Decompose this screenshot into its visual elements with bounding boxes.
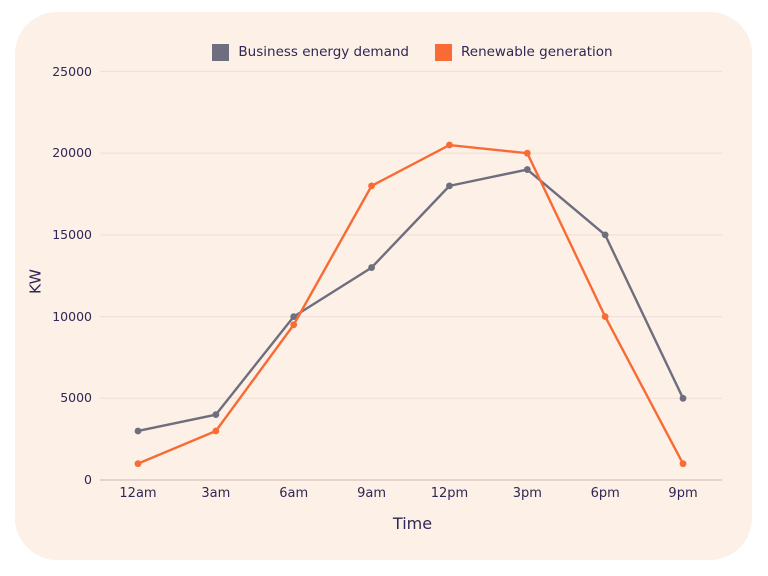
x-tick-3pm: 3pm	[512, 486, 542, 501]
legend-label-business-energy-demand: Business energy demand	[238, 44, 409, 60]
data-point-business-energy-demand-6pm	[601, 231, 609, 239]
data-point-renewable-generation-3am	[212, 427, 220, 435]
chart-legend: Business energy demand Renewable generat…	[100, 42, 725, 62]
data-point-business-energy-demand-9am	[368, 264, 375, 271]
x-tick-6am: 6am	[279, 486, 309, 501]
data-point-renewable-generation-9pm	[679, 460, 687, 468]
x-tick-6pm: 6pm	[590, 486, 620, 501]
data-point-renewable-generation-6am	[290, 321, 298, 329]
x-tick-12am: 12am	[119, 486, 157, 501]
data-point-business-energy-demand-6am	[290, 313, 298, 320]
x-tick-9pm: 9pm	[668, 486, 698, 501]
x-tick-9am: 9am	[357, 486, 387, 501]
legend-item-business-energy-demand[interactable]: Business energy demand	[212, 43, 409, 61]
series-line-renewable-generation	[137, 143, 685, 465]
data-point-business-energy-demand-3am	[212, 411, 220, 419]
data-point-business-energy-demand-3pm	[523, 166, 531, 173]
legend-swatch-renewable-generation	[434, 43, 452, 61]
data-point-renewable-generation-12am	[134, 460, 142, 468]
data-point-business-energy-demand-9pm	[679, 394, 687, 402]
y-tick-0: 0	[84, 472, 92, 487]
data-point-renewable-generation-6pm	[601, 313, 609, 320]
data-point-renewable-generation-12pm	[446, 141, 453, 149]
data-point-renewable-generation-3pm	[523, 149, 531, 157]
series-line-business-energy-demand	[137, 168, 685, 433]
data-point-renewable-generation-9am	[368, 182, 375, 190]
legend-item-renewable-generation[interactable]: Renewable generation	[434, 43, 613, 61]
y-tick-10000: 10000	[52, 308, 92, 324]
data-point-business-energy-demand-12am	[134, 427, 142, 435]
legend-label-renewable-generation: Renewable generation	[460, 44, 613, 60]
x-tick-12pm: 12pm	[430, 486, 469, 501]
y-tick-5000: 5000	[60, 390, 92, 406]
y-tick-15000: 15000	[52, 226, 92, 242]
y-axis-title: KW	[26, 269, 45, 294]
y-tick-20000: 20000	[52, 145, 92, 161]
data-point-business-energy-demand-12pm	[446, 182, 453, 190]
y-tick-25000: 25000	[52, 63, 92, 79]
x-tick-3am: 3am	[201, 486, 231, 501]
legend-swatch-business-energy-demand	[212, 43, 230, 61]
x-axis-title: Time	[392, 514, 433, 533]
